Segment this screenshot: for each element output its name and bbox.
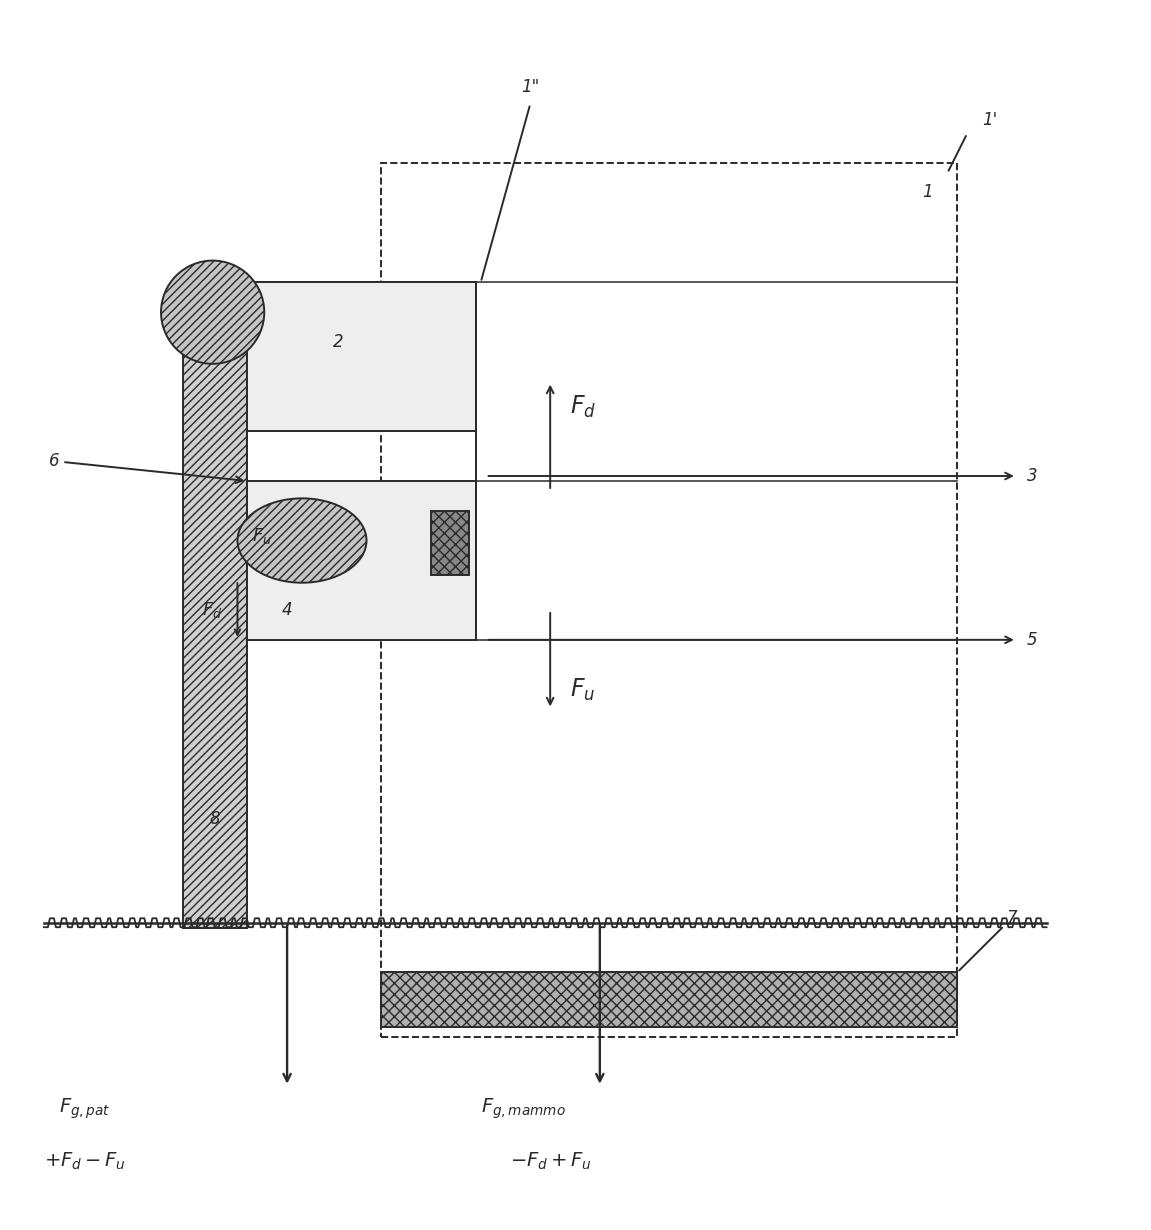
Text: $+F_d-F_u$: $+F_d-F_u$ [44,1151,125,1172]
Text: 2: 2 [334,333,344,351]
Text: $F_{g,mammo}$: $F_{g,mammo}$ [481,1096,565,1121]
Text: 7: 7 [959,909,1017,970]
Text: 1: 1 [922,183,932,202]
Text: $F_u$: $F_u$ [252,525,273,546]
Text: $-F_d+F_u$: $-F_d+F_u$ [511,1151,593,1172]
Text: 4: 4 [282,601,292,619]
Ellipse shape [237,498,366,583]
Text: 3: 3 [1027,467,1037,485]
Text: 1": 1" [521,77,540,96]
Text: $F_d$: $F_d$ [570,394,596,419]
Bar [381,164,958,1037]
Bar [381,973,958,1027]
Text: 5: 5 [1027,631,1037,648]
Text: 8: 8 [209,809,221,828]
Text: $F_u$: $F_u$ [570,676,595,702]
Bar [247,283,475,432]
Bar [432,510,468,576]
Bar [247,481,475,640]
Bar [183,312,247,927]
Text: $F_{g,pat}$: $F_{g,pat}$ [59,1096,110,1121]
Circle shape [161,261,265,364]
Text: 1': 1' [982,111,997,129]
Text: 6: 6 [48,453,243,483]
Text: $F_d$: $F_d$ [203,600,222,620]
